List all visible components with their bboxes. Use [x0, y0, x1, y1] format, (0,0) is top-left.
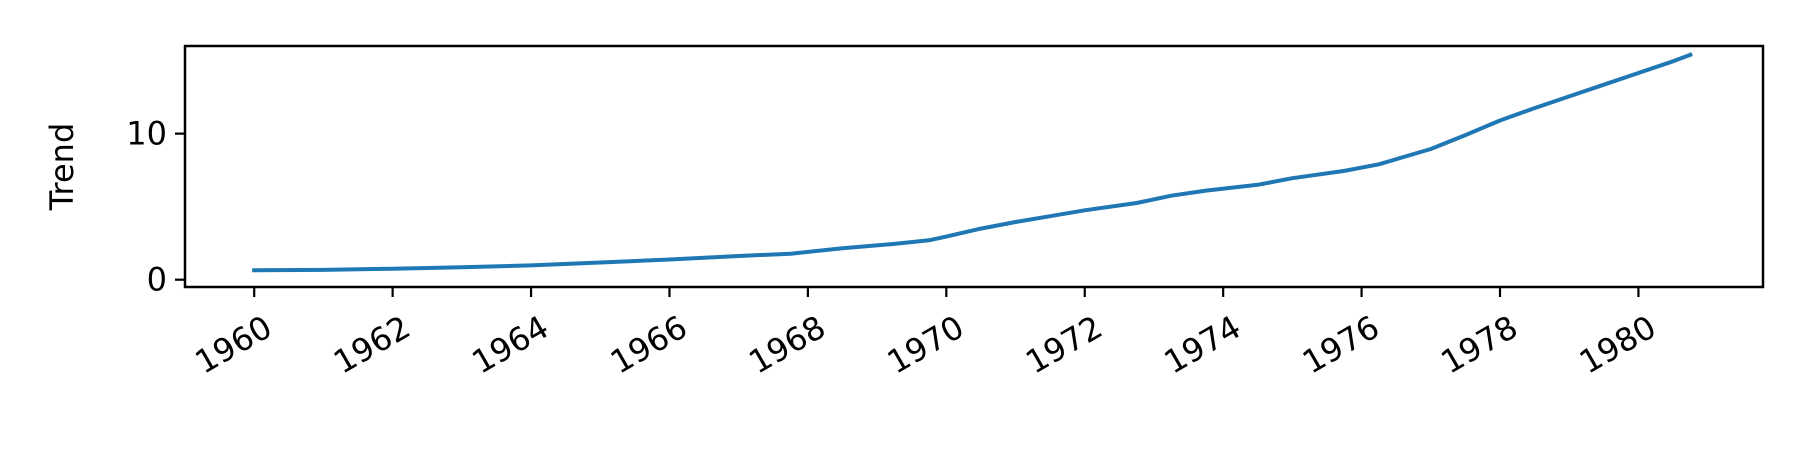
y-axis-title: Trend	[43, 123, 81, 212]
y-tick-label: 10	[126, 115, 167, 153]
series-line	[252, 52, 1693, 273]
plot-layer	[252, 52, 1693, 273]
y-axis: 0 10	[126, 115, 185, 299]
plot-frame	[183, 44, 1765, 289]
y-tick-label: 0	[147, 261, 167, 299]
